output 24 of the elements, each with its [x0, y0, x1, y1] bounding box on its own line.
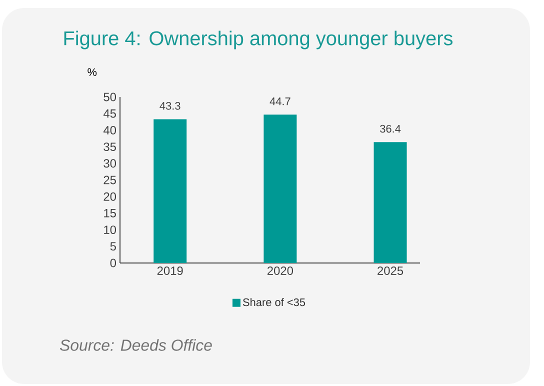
legend-label: Share of <35 [242, 298, 306, 306]
x-tick-label: 2019 [157, 266, 183, 275]
y-tick-label: 25 [104, 176, 116, 184]
y-tick-label: 0 [110, 258, 116, 268]
bar [374, 142, 407, 263]
bar [154, 119, 187, 263]
y-tick-label: 20 [104, 192, 116, 201]
data-label: 44.7 [270, 98, 290, 106]
y-axis-title: % [88, 68, 97, 76]
y-tick-label: 40 [103, 126, 116, 134]
x-tick-label: 2025 [378, 266, 404, 275]
y-tick-label: 10 [104, 226, 116, 234]
y-tick-label: 35 [104, 142, 116, 152]
y-tick-label: 5 [110, 242, 116, 251]
y-tick-label: 45 [103, 109, 116, 118]
y-tick-label: 50 [104, 92, 116, 102]
y-tick-label: 30 [104, 159, 116, 168]
data-label: 36.4 [380, 124, 401, 133]
x-tick-label: 2020 [267, 266, 294, 275]
chart-title: Figure 4: Ownership among younger buyers [64, 30, 452, 50]
data-label: 43.3 [160, 102, 180, 110]
bar [264, 114, 297, 263]
y-tick-label: 15 [104, 209, 116, 218]
source-note: Source: Deeds Office [60, 339, 212, 351]
